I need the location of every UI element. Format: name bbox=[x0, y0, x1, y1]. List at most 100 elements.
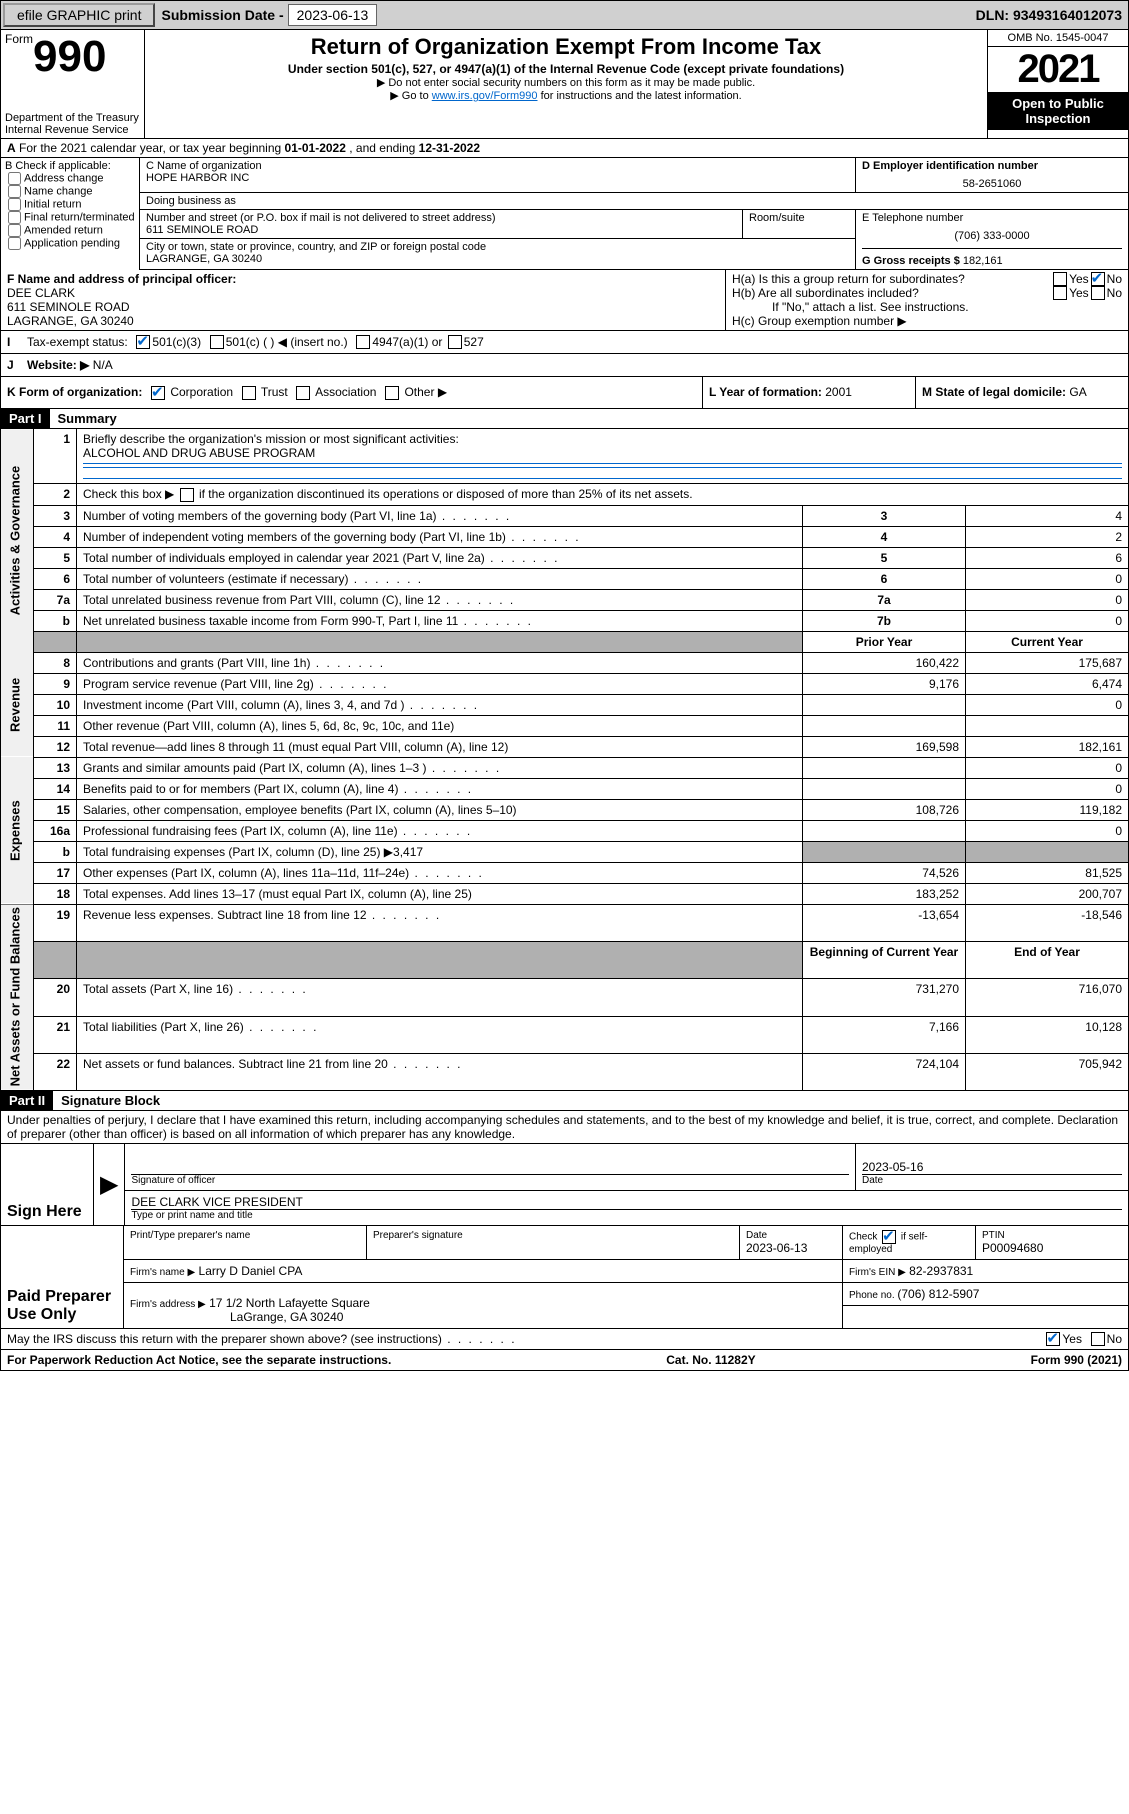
sign-here-block: Sign Here ▶ Signature of officer 2023-05… bbox=[0, 1144, 1129, 1226]
officer-name-label: Type or print name and title bbox=[131, 1210, 1122, 1221]
form-number: 990 bbox=[33, 32, 106, 81]
city-label: City or town, state or province, country… bbox=[146, 241, 849, 253]
cb-527[interactable] bbox=[448, 335, 462, 349]
current-year-hdr: Current Year bbox=[966, 631, 1129, 652]
website-value: N/A bbox=[93, 358, 113, 372]
l14c: 0 bbox=[966, 778, 1129, 799]
section-bcde: B Check if applicable: Address change Na… bbox=[0, 158, 1129, 270]
l16a: Professional fundraising fees (Part IX, … bbox=[83, 824, 472, 838]
l10c: 0 bbox=[966, 694, 1129, 715]
l4v: 2 bbox=[966, 526, 1129, 547]
sig-officer-label: Signature of officer bbox=[131, 1175, 849, 1186]
cb-501c[interactable] bbox=[210, 335, 224, 349]
l20p: 731,270 bbox=[803, 979, 966, 1016]
cb-discuss-no[interactable] bbox=[1091, 1332, 1105, 1346]
hb-yes[interactable] bbox=[1053, 286, 1067, 300]
cb-discuss-yes[interactable] bbox=[1046, 1332, 1060, 1346]
cb-app-pending[interactable]: Application pending bbox=[5, 237, 135, 250]
side-revenue: Revenue bbox=[1, 652, 34, 757]
city-value: LAGRANGE, GA 30240 bbox=[146, 253, 849, 265]
part2-header: Part IISignature Block bbox=[0, 1091, 1129, 1111]
form-header: Form990 Department of the Treasury Inter… bbox=[0, 30, 1129, 139]
ptin-label: PTIN bbox=[982, 1230, 1122, 1241]
cb-4947[interactable] bbox=[356, 335, 370, 349]
l17p: 74,526 bbox=[803, 862, 966, 883]
row-a-tax-year: A For the 2021 calendar year, or tax yea… bbox=[0, 139, 1129, 158]
cb-final-return[interactable]: Final return/terminated bbox=[5, 211, 135, 224]
ha-yes[interactable] bbox=[1053, 272, 1067, 286]
row-k: K Form of organization: Corporation Trus… bbox=[1, 377, 703, 408]
firm-name: Larry D Daniel CPA bbox=[199, 1264, 303, 1278]
g-gross-receipts: G Gross receipts $ 182,161 bbox=[862, 249, 1122, 267]
cb-address-change[interactable]: Address change bbox=[5, 172, 135, 185]
row-m: M State of legal domicile: GA bbox=[916, 377, 1128, 408]
hb-no[interactable] bbox=[1091, 286, 1105, 300]
submission-date-value: 2023-06-13 bbox=[288, 4, 378, 26]
l18: Total expenses. Add lines 13–17 (must eq… bbox=[83, 887, 472, 901]
l7b: Net unrelated business taxable income fr… bbox=[77, 610, 803, 631]
firm-addr-label: Firm's address ▶ bbox=[130, 1299, 206, 1310]
e-phone-label: E Telephone number bbox=[862, 212, 1122, 224]
l15c: 119,182 bbox=[966, 799, 1129, 820]
prep-date: 2023-06-13 bbox=[746, 1241, 807, 1255]
firm-ein-label: Firm's EIN ▶ bbox=[849, 1267, 906, 1278]
pra-notice: For Paperwork Reduction Act Notice, see … bbox=[7, 1353, 391, 1367]
l14: Benefits paid to or for members (Part IX… bbox=[83, 782, 473, 796]
officer-city: LAGRANGE, GA 30240 bbox=[7, 314, 719, 328]
bcy-hdr: Beginning of Current Year bbox=[803, 941, 966, 978]
row-l: L Year of formation: 2001 bbox=[703, 377, 916, 408]
l12: Total revenue—add lines 8 through 11 (mu… bbox=[83, 740, 508, 754]
form-word: Form bbox=[5, 32, 33, 46]
ein-value: 58-2651060 bbox=[862, 172, 1122, 190]
part1-header: Part ISummary bbox=[0, 409, 1129, 429]
paid-preparer-block: Paid Preparer Use Only Print/Type prepar… bbox=[0, 1226, 1129, 1329]
cb-other[interactable] bbox=[385, 386, 399, 400]
hb-label: H(b) Are all subordinates included? bbox=[732, 286, 1051, 300]
l3v: 4 bbox=[966, 505, 1129, 526]
cb-501c3[interactable] bbox=[136, 335, 150, 349]
firm-ein: 82-2937831 bbox=[909, 1264, 973, 1278]
summary-table: Activities & Governance 1 Briefly descri… bbox=[0, 429, 1129, 1091]
l12c: 182,161 bbox=[966, 736, 1129, 757]
l13p bbox=[803, 757, 966, 778]
prior-year-hdr: Prior Year bbox=[803, 631, 966, 652]
cb-assoc[interactable] bbox=[296, 386, 310, 400]
efile-print-button[interactable]: efile GRAPHIC print bbox=[3, 3, 155, 27]
box-f: F Name and address of principal officer:… bbox=[1, 270, 726, 330]
cb-initial-return[interactable]: Initial return bbox=[5, 198, 135, 211]
officer-typed-name: DEE CLARK VICE PRESIDENT bbox=[131, 1195, 1122, 1209]
cb-self-employed[interactable] bbox=[882, 1230, 896, 1244]
l19: Revenue less expenses. Subtract line 18 … bbox=[83, 908, 441, 922]
l8p: 160,422 bbox=[803, 652, 966, 673]
sig-date-label: Date bbox=[862, 1175, 1122, 1186]
form-subtitle: Under section 501(c), 527, or 4947(a)(1)… bbox=[153, 62, 979, 76]
omb-number: OMB No. 1545-0047 bbox=[988, 30, 1128, 47]
side-expenses: Expenses bbox=[1, 757, 34, 904]
eoy-hdr: End of Year bbox=[966, 941, 1129, 978]
l16b: Total fundraising expenses (Part IX, col… bbox=[83, 845, 393, 859]
box-b: B Check if applicable: Address change Na… bbox=[1, 158, 140, 270]
l7a: Total unrelated business revenue from Pa… bbox=[77, 589, 803, 610]
cb-name-change[interactable]: Name change bbox=[5, 185, 135, 198]
cb-amended[interactable]: Amended return bbox=[5, 224, 135, 237]
d-ein-label: D Employer identification number bbox=[862, 160, 1122, 172]
cb-corp[interactable] bbox=[151, 386, 165, 400]
perjury-declaration: Under penalties of perjury, I declare th… bbox=[0, 1111, 1129, 1144]
form-title: Return of Organization Exempt From Incom… bbox=[153, 34, 979, 60]
l15p: 108,726 bbox=[803, 799, 966, 820]
l16ac: 0 bbox=[966, 820, 1129, 841]
cb-trust[interactable] bbox=[242, 386, 256, 400]
ha-no[interactable] bbox=[1091, 272, 1105, 286]
l9p: 9,176 bbox=[803, 673, 966, 694]
irs-link[interactable]: www.irs.gov/Form990 bbox=[432, 90, 538, 102]
l8c: 175,687 bbox=[966, 652, 1129, 673]
irs-discuss-row: May the IRS discuss this return with the… bbox=[0, 1329, 1129, 1350]
l17: Other expenses (Part IX, column (A), lin… bbox=[83, 866, 484, 880]
cb-discontinued[interactable] bbox=[180, 488, 194, 502]
l12p: 169,598 bbox=[803, 736, 966, 757]
l13: Grants and similar amounts paid (Part IX… bbox=[83, 761, 501, 775]
sig-date: 2023-05-16 bbox=[862, 1160, 1122, 1174]
dln: DLN: 93493164012073 bbox=[976, 7, 1128, 23]
l17c: 81,525 bbox=[966, 862, 1129, 883]
l19p: -13,654 bbox=[803, 904, 966, 941]
